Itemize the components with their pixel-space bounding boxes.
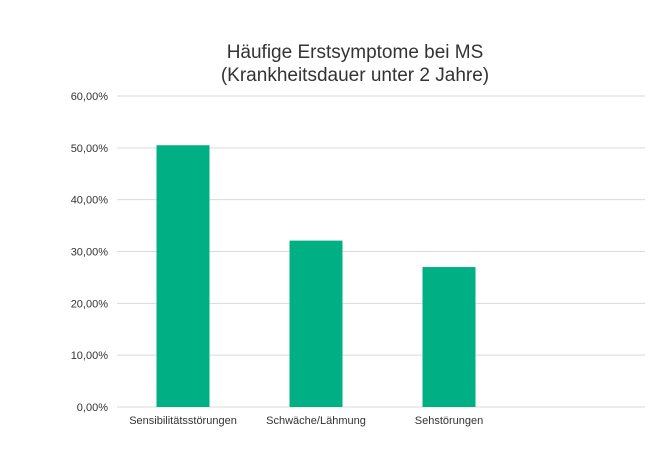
category-label: Sehstörungen [415,415,484,427]
category-label: Sensibilitätsstörungen [129,415,237,427]
y-tick-label: 30,00% [71,247,109,259]
y-tick-label: 40,00% [71,195,109,207]
bar [289,240,343,407]
bars [156,145,476,407]
y-tick-label: 20,00% [71,298,109,310]
y-tick-label: 10,00% [71,350,109,362]
bar [422,267,476,407]
y-tick-label: 50,00% [71,143,109,155]
chart-title-line-1: Häufige Erstsymptome bei MS [227,42,484,63]
category-label: Schwäche/Lähmung [266,415,366,427]
y-tick-label: 0,00% [77,402,108,414]
chart-title-line-2: (Krankheitsdauer unter 2 Jahre) [221,65,489,86]
y-axis-tick-labels: 0,00% 10,00% 20,00% 30,00% 40,00% 50,00% 60,00… [71,91,109,414]
x-axis-category-labels: Sensibilitätsstörungen Schwäche/Lähmung Se… [129,415,483,427]
y-tick-label: 60,00% [71,91,109,103]
bar [156,145,210,407]
